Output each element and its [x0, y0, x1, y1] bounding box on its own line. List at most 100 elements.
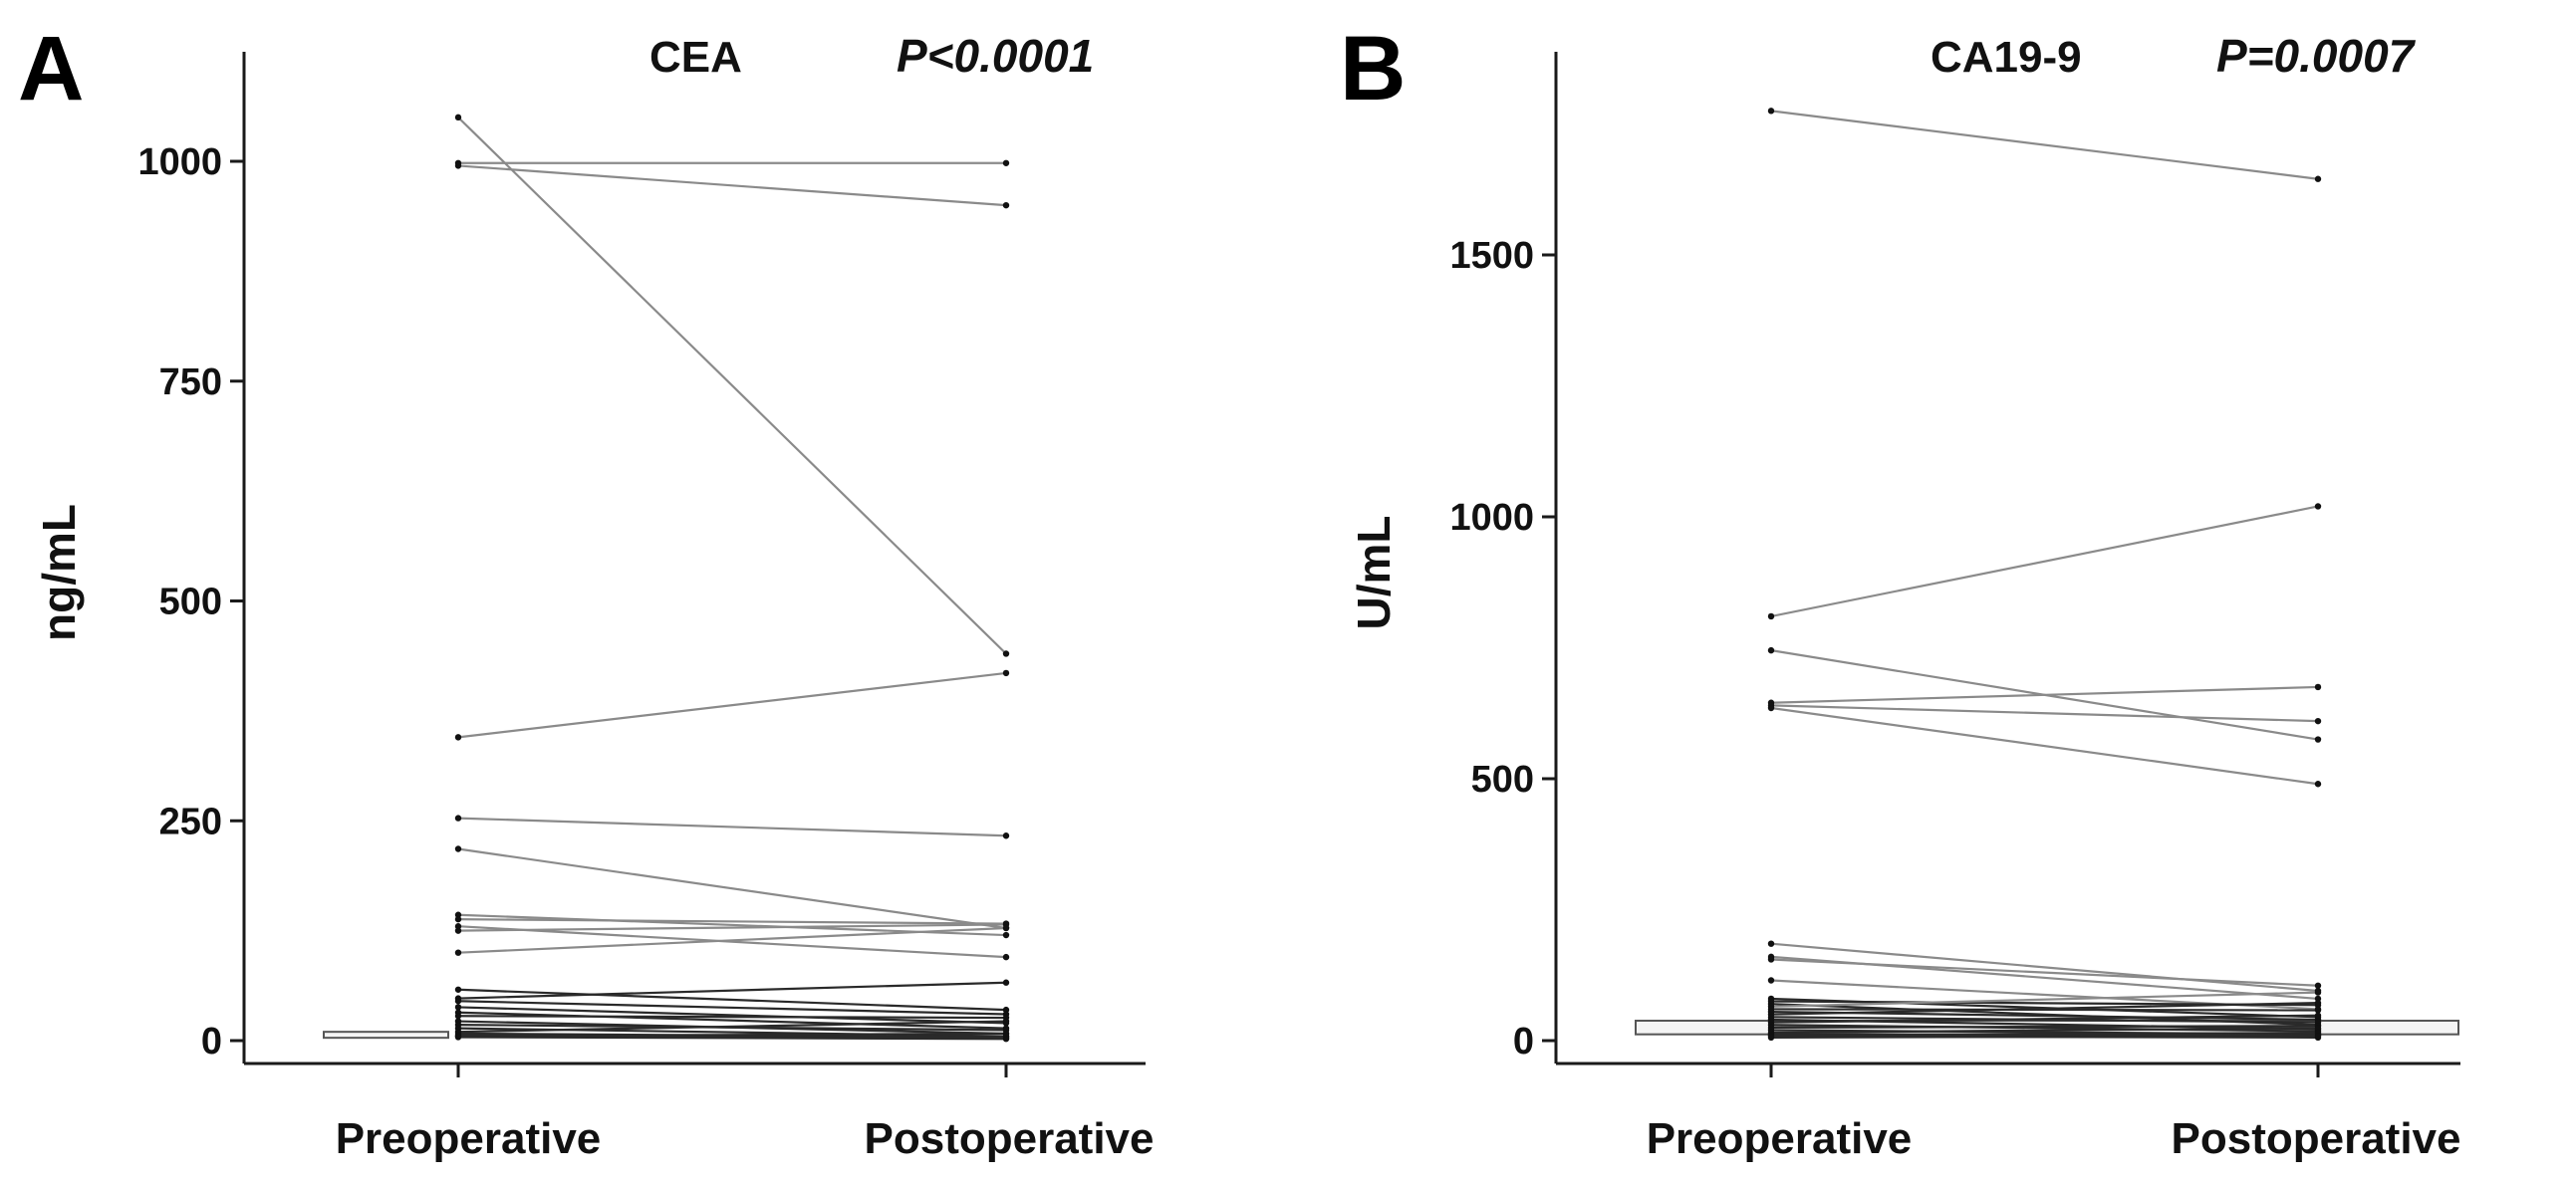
post-point-b-4 — [2314, 717, 2322, 725]
pre-point-b-8 — [1767, 956, 1775, 963]
marker-title-a: CEA — [649, 33, 742, 82]
pre-point-a-16 — [454, 1013, 462, 1020]
pre-point-a-0 — [454, 114, 462, 121]
post-point-a-11 — [1002, 1006, 1010, 1014]
pair-line-a-9 — [457, 923, 1007, 932]
panel-letter-a: A — [18, 18, 84, 119]
pre-point-a-11 — [454, 986, 462, 993]
post-point-b-19 — [2314, 1012, 2322, 1019]
y-tick-label-b-1000: 1000 — [1449, 497, 1534, 539]
panel-letter-b: B — [1340, 18, 1406, 119]
pre-point-a-4 — [454, 815, 462, 822]
pair-line-a-4 — [457, 817, 1007, 837]
pair-line-b-6 — [1770, 942, 2319, 993]
pair-line-a-2 — [457, 164, 1007, 207]
pre-point-b-5 — [1767, 704, 1775, 712]
x-category-postoperative-a: Postoperative — [865, 1114, 1155, 1163]
pair-line-b-20 — [1770, 1024, 2319, 1033]
pre-point-b-0 — [1767, 108, 1775, 115]
post-point-b-1 — [2314, 503, 2322, 510]
pair-line-a-14 — [457, 1006, 1007, 1025]
post-point-b-0 — [2314, 175, 2322, 182]
pair-line-a-3 — [457, 671, 1007, 739]
pre-point-a-7 — [454, 915, 462, 923]
pair-line-b-23 — [1770, 1027, 2319, 1035]
pre-point-b-27 — [1767, 1034, 1775, 1042]
pair-line-a-10 — [457, 926, 1007, 954]
p-value-b: P=0.0007 — [2216, 30, 2417, 82]
pre-point-a-14 — [454, 1004, 462, 1011]
post-point-b-8 — [2314, 982, 2322, 989]
post-point-b-2 — [2314, 736, 2322, 743]
y-ticks-a: 0 250 500 750 1000 — [137, 141, 244, 1063]
post-point-b-27 — [2314, 1033, 2322, 1040]
pair-line-a-5 — [457, 847, 1007, 930]
pair-line-a-11 — [457, 988, 1007, 1012]
post-point-b-16 — [2314, 999, 2322, 1007]
paired-lines-b — [1767, 108, 2322, 1042]
y-tick-label-b-1500: 1500 — [1449, 235, 1534, 277]
pre-point-a-24 — [454, 1034, 462, 1041]
y-tick-label-b-0: 0 — [1513, 1021, 1534, 1063]
p-value-a: P<0.0001 — [897, 30, 1094, 82]
y-axis-label-a: ng/mL — [33, 504, 85, 641]
pair-line-b-27 — [1770, 1035, 2319, 1039]
pair-line-b-8 — [1770, 958, 2319, 987]
post-point-a-2 — [1002, 201, 1010, 209]
marker-title-b: CA19-9 — [1931, 33, 2082, 82]
pair-line-a-23 — [457, 1032, 1007, 1038]
post-point-a-12 — [1002, 979, 1010, 986]
pre-point-a-10 — [454, 949, 462, 956]
y-tick-label-a-0: 0 — [201, 1021, 222, 1063]
pair-line-b-21 — [1770, 1025, 2319, 1029]
pre-point-a-9 — [454, 927, 462, 934]
post-point-b-23 — [2314, 1025, 2322, 1032]
post-point-a-8 — [1002, 953, 1010, 961]
post-point-a-6 — [1002, 931, 1010, 939]
pair-line-b-13 — [1770, 991, 2319, 1008]
post-point-a-4 — [1002, 832, 1010, 839]
post-point-a-3 — [1002, 669, 1010, 677]
y-tick-label-a-250: 250 — [159, 801, 222, 842]
post-point-a-1 — [1002, 159, 1010, 166]
pair-line-a-7 — [457, 918, 1007, 925]
axes-a — [242, 52, 1146, 1077]
post-point-a-24 — [1002, 1036, 1010, 1043]
x-category-preoperative-a: Preoperative — [336, 1114, 602, 1163]
pair-line-b-16 — [1770, 1002, 2319, 1016]
pair-line-a-12 — [457, 981, 1007, 1000]
y-ticks-b: 0 500 1000 1500 — [1449, 235, 1556, 1063]
panel-a: A CEA P<0.0001 ng/mL 0 250 500 750 1000 Preo… — [18, 18, 1154, 1163]
pre-point-a-6 — [454, 911, 462, 918]
paired-lines-a — [454, 114, 1010, 1043]
y-axis-label-b: U/mL — [1348, 516, 1400, 630]
pair-line-a-16 — [457, 1015, 1007, 1020]
y-tick-label-a-500: 500 — [159, 582, 222, 623]
pair-line-a-15 — [457, 1011, 1007, 1030]
pre-point-a-13 — [454, 998, 462, 1005]
post-point-b-3 — [2314, 683, 2322, 691]
pre-point-b-6 — [1767, 940, 1775, 947]
pair-line-a-8 — [457, 925, 1007, 959]
pair-line-b-19 — [1770, 1014, 2319, 1024]
pair-line-b-25 — [1770, 1032, 2319, 1037]
post-point-a-23 — [1002, 1030, 1010, 1038]
pre-point-b-2 — [1767, 646, 1775, 654]
pair-line-b-1 — [1770, 505, 2319, 618]
axes-b — [1554, 52, 2460, 1077]
post-point-a-20 — [1002, 1018, 1010, 1025]
pair-line-a-20 — [457, 1020, 1007, 1034]
pair-line-a-13 — [457, 1000, 1007, 1016]
reference-box-a — [323, 1031, 449, 1040]
pre-point-a-3 — [454, 734, 462, 741]
x-category-postoperative-b: Postoperative — [2172, 1114, 2461, 1163]
post-point-b-14 — [2314, 1007, 2322, 1014]
post-point-a-10 — [1002, 924, 1010, 932]
pre-point-b-9 — [1767, 977, 1775, 984]
y-tick-label-a-750: 750 — [159, 361, 222, 403]
panel-b: B CA19-9 P=0.0007 U/mL 0 500 1000 1500 Preo… — [1340, 18, 2460, 1163]
pre-point-b-1 — [1767, 612, 1775, 620]
pair-line-b-5 — [1770, 706, 2319, 786]
post-point-a-0 — [1002, 650, 1010, 657]
